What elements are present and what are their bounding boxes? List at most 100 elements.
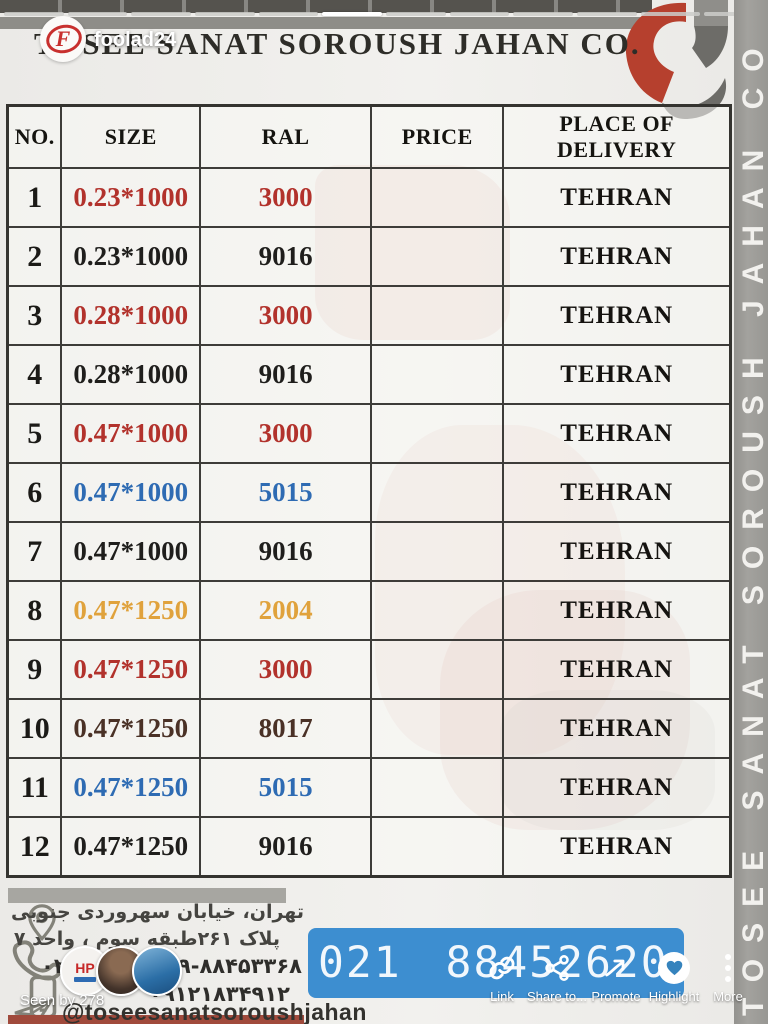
share-nodes-icon	[523, 952, 591, 984]
phone-icon	[12, 940, 62, 981]
cell-price	[370, 580, 505, 641]
cell-size: 0.47*1000	[60, 462, 202, 523]
cell-size: 0.47*1250	[60, 757, 202, 818]
cell-place: TEHRAN	[502, 698, 732, 759]
table-row: 4 0.28*1000 9016 TEHRAN	[6, 344, 732, 405]
more-button[interactable]: More	[700, 952, 756, 1004]
link-label: Link	[490, 989, 514, 1004]
cell-no: 2	[6, 226, 63, 287]
table-row: 5 0.47*1000 3000 TEHRAN	[6, 403, 732, 464]
cell-ral: 5015	[199, 757, 373, 818]
cell-ral: 9016	[199, 344, 373, 405]
promote-arrow-icon	[583, 952, 649, 984]
table-row: 11 0.47*1250 5015 TEHRAN	[6, 757, 732, 818]
cell-no: 3	[6, 285, 63, 346]
cell-size: 0.47*1250	[60, 639, 202, 700]
cell-price	[370, 462, 505, 523]
paper-plane-icon	[14, 998, 54, 1024]
cell-size: 0.47*1250	[60, 698, 202, 759]
col-header-price: PRICE	[370, 104, 505, 169]
more-dots-icon	[700, 952, 756, 984]
link-button[interactable]: Link	[472, 952, 532, 1004]
table-header-row: NO. SIZE RAL PRICE PLACE OF DELIVERY	[6, 104, 732, 169]
cell-no: 10	[6, 698, 63, 759]
address-line-2: پلاک ۲۶۱طبقه سوم ، واحد ۷	[13, 928, 280, 950]
story-username[interactable]: foolad24	[94, 29, 177, 51]
col-header-ral: RAL	[199, 104, 373, 169]
cell-no: 1	[6, 167, 63, 228]
link-icon	[472, 952, 532, 984]
cell-place: TEHRAN	[502, 167, 732, 228]
story-progress-segment	[258, 12, 319, 16]
cell-place: TEHRAN	[502, 462, 732, 523]
cell-ral: 9016	[199, 521, 373, 582]
highlight-heart-icon	[641, 952, 707, 984]
cell-price	[370, 816, 505, 878]
location-pin-icon	[28, 904, 56, 942]
cell-price	[370, 639, 505, 700]
highlight-button[interactable]: Highlight	[641, 952, 707, 1004]
promote-button[interactable]: Promote	[583, 952, 649, 1004]
cell-size: 0.28*1000	[60, 285, 202, 346]
table-row: 12 0.47*1250 9016 TEHRAN	[6, 816, 732, 878]
cell-ral: 9016	[199, 816, 373, 878]
cell-place: TEHRAN	[502, 285, 732, 346]
side-banner: TOSEE SANAT SOROUSH JAHAN CO	[734, 0, 768, 1024]
phone-banner-number: 021 88452620	[318, 938, 669, 988]
viewer-avatars[interactable]: HP	[60, 946, 182, 996]
col-header-size: SIZE	[60, 104, 202, 169]
story-progress-segment	[131, 12, 192, 16]
cell-place: TEHRAN	[502, 639, 732, 700]
cell-ral: 2004	[199, 580, 373, 641]
cell-size: 0.47*1250	[60, 580, 202, 641]
table-row: 6 0.47*1000 5015 TEHRAN	[6, 462, 732, 523]
table-row: 9 0.47*1250 3000 TEHRAN	[6, 639, 732, 700]
story-progress-segment	[4, 12, 64, 16]
cell-no: 4	[6, 344, 63, 405]
price-table: NO. SIZE RAL PRICE PLACE OF DELIVERY 1 0.…	[6, 104, 732, 878]
cell-ral: 5015	[199, 462, 373, 523]
cell-place: TEHRAN	[502, 344, 732, 405]
cell-ral: 3000	[199, 285, 373, 346]
cell-place: TEHRAN	[502, 816, 732, 878]
avatar-hp-label: HP	[75, 959, 95, 976]
cell-price	[370, 285, 505, 346]
table-row: 8 0.47*1250 2004 TEHRAN	[6, 580, 732, 641]
instagram-handle[interactable]: @toseesanatsoroushjahan	[62, 999, 367, 1024]
cell-no: 11	[6, 757, 63, 818]
story-progress-segment	[513, 12, 574, 16]
avatar-hp-bar	[74, 976, 96, 982]
cell-no: 7	[6, 521, 63, 582]
flyer-top-dark-bar	[0, 0, 652, 13]
cell-no: 9	[6, 639, 63, 700]
table-row: 2 0.23*1000 9016 TEHRAN	[6, 226, 732, 287]
col-header-place: PLACE OF DELIVERY	[502, 104, 732, 169]
cell-no: 5	[6, 403, 63, 464]
cell-size: 0.47*1000	[60, 403, 202, 464]
table-row: 10 0.47*1250 8017 TEHRAN	[6, 698, 732, 759]
cell-price	[370, 403, 505, 464]
company-title: TOSEE SANAT SOROUSH JAHAN CO.	[34, 26, 641, 61]
cell-price	[370, 757, 505, 818]
story-progress-segment	[577, 12, 637, 16]
more-label: More	[713, 989, 743, 1004]
cell-place: TEHRAN	[502, 757, 732, 818]
cell-place: TEHRAN	[502, 226, 732, 287]
viewer-avatar[interactable]	[132, 946, 182, 996]
side-banner-text: TOSEE SANAT SOROUSH JAHAN CO	[737, 32, 768, 1016]
story-progress-segment	[449, 12, 510, 16]
cell-ral: 9016	[199, 226, 373, 287]
story-progress-segment	[195, 12, 255, 16]
cell-size: 0.47*1250	[60, 816, 202, 878]
seen-by-count[interactable]: Seen by 278	[20, 992, 105, 1009]
cell-ral: 3000	[199, 403, 373, 464]
cell-place: TEHRAN	[502, 403, 732, 464]
cell-no: 8	[6, 580, 63, 641]
highlight-label: Highlight	[648, 989, 700, 1004]
story-author-avatar[interactable]: F	[40, 16, 86, 62]
cell-size: 0.28*1000	[60, 344, 202, 405]
share-button[interactable]: Share to...	[523, 952, 591, 1004]
cell-no: 6	[6, 462, 63, 523]
cell-price	[370, 344, 505, 405]
